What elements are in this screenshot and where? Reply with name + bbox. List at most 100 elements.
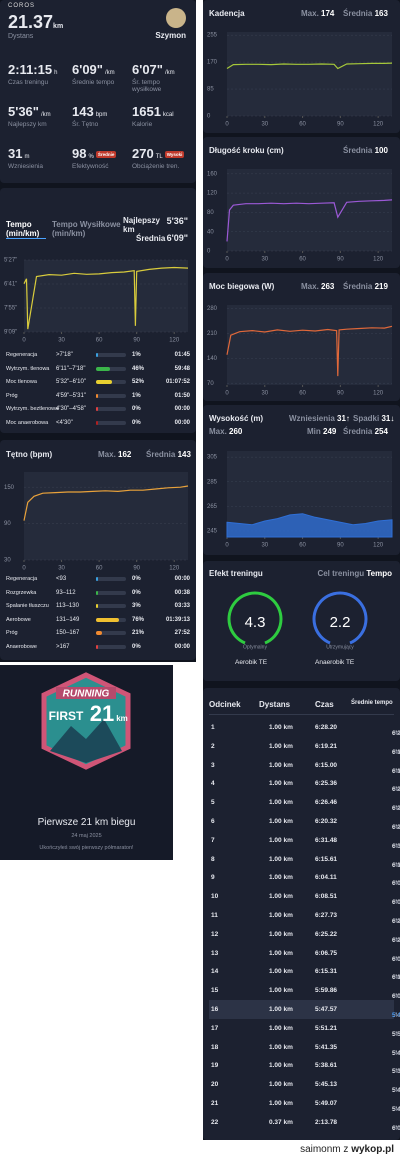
zone-percent: 0% [132, 643, 141, 650]
zone-time: 00:38 [174, 589, 190, 596]
zone-range: <4'30" [56, 419, 73, 426]
split-row: 12 1.00 km 6:25.22 6'25"/km [209, 925, 400, 944]
x-tick-label: 60 [299, 122, 306, 128]
pace-unit: /km [394, 786, 400, 794]
pace-unit: /km [394, 1030, 400, 1038]
footer: saimonm z wykop.pl [0, 1140, 400, 1159]
zone-percent: 76% [132, 616, 145, 623]
x-tick-label: 30 [58, 566, 65, 572]
goal-label: Cel treningu [317, 569, 365, 578]
zone-time: 00:00 [174, 576, 190, 582]
split-row: 17 1.00 km 5:51.21 5'51"/km [209, 1019, 400, 1038]
zone-track [96, 407, 126, 411]
aero-value: 4.3 [245, 614, 266, 631]
stat-label: Wzniesienia [8, 163, 44, 170]
y-tick-label: 40 [207, 229, 214, 235]
zone-bar [96, 644, 98, 649]
zone-row: Moc tlenowa 5'32"–6'10" 52% 01:07:52 [6, 377, 190, 389]
x-tick-label: 120 [169, 338, 180, 344]
x-tick-label: 0 [225, 257, 229, 263]
zone-row: Aerobowe 131–149 76% 01:39:13 [6, 615, 190, 627]
stat-value: 2:11:15 h [8, 62, 57, 77]
y-tick-label: 85 [207, 87, 214, 93]
split-distance: 1.00 km [269, 780, 293, 788]
stat-value: 5'36"/km [8, 104, 51, 119]
anaero-state: Utrzymujący [326, 644, 354, 650]
x-tick-label: 60 [299, 257, 306, 263]
zone-name: Regeneracja [6, 576, 38, 582]
split-row: 15 1.00 km 5:59.86 6'00"/km [209, 981, 400, 1000]
stat-label: Śr. tempo wysiłkowe [132, 79, 162, 93]
split-lap: 13 [211, 949, 219, 957]
pace-unit: /km [394, 993, 400, 1001]
emblem-unit: km [116, 714, 128, 723]
effort-tab[interactable]: Tempo Wysiłkowe (min/km) [52, 220, 121, 238]
zone-row: Anaerobowe >167 0% 00:00 [6, 642, 190, 654]
badge-title: Pierwsze 21 km biegu [37, 817, 136, 828]
y-tick-label: 0 [207, 249, 211, 255]
y-tick-label: 30 [4, 558, 11, 564]
split-distance: 1.00 km [269, 987, 293, 995]
zone-range: 113–130 [56, 603, 79, 609]
pace-unit: /km [394, 955, 400, 963]
avg-label: Średnia [343, 146, 373, 155]
y-tick-label: 150 [4, 485, 15, 491]
zone-name: Aerobowe [6, 616, 31, 623]
split-distance: 1.00 km [269, 893, 293, 901]
y-tick-label: 120 [207, 191, 218, 197]
split-time: 6:08.51 [315, 893, 338, 901]
split-time: 2:13.78 [315, 1118, 338, 1126]
split-time: 5:51.21 [315, 1024, 338, 1032]
split-row: 14 1.00 km 6:15.31 6'15"/km [209, 962, 400, 981]
pace-unit: /km [394, 918, 400, 925]
zone-percent: 0% [132, 589, 141, 596]
x-tick-label: 30 [261, 391, 268, 397]
power-chart: 70 140 210 280 0 30 60 90 120 [207, 305, 393, 397]
x-tick-label: 120 [373, 543, 384, 549]
header-distance: Dystans [259, 700, 291, 709]
split-row: 20 1.00 km 5:45.13 5'45"/km [209, 1075, 400, 1094]
split-lap: 16 [211, 1006, 219, 1013]
stat-unit: /km [104, 70, 115, 76]
split-row: 10 1.00 km 6:08.51 6'09"/km [209, 887, 400, 906]
down-label: Spadki [353, 414, 380, 423]
pace-value: 6'16" [392, 861, 400, 869]
stat-label: Średnie tempo [72, 79, 115, 86]
tempo-tab[interactable]: Tempo (min/km) [6, 220, 46, 239]
x-tick-label: 90 [337, 543, 344, 549]
user-name: Szymon [155, 31, 186, 40]
max-label: Max. [301, 9, 319, 18]
y-tick-label: 80 [207, 210, 214, 216]
stride-chart: 0 40 80 120 160 0 30 60 90 120 [207, 169, 393, 263]
avg-value: 163 [374, 9, 388, 18]
pace-unit: /km [394, 748, 400, 756]
badge-date: 24 maj 2025 [71, 833, 102, 839]
split-time: 6:15.00 [315, 761, 338, 769]
zone-name: Moc tlenowa [6, 379, 37, 385]
y-tick-label: 7'55" [4, 306, 17, 312]
split-time: 6:25.36 [315, 780, 338, 788]
stat-value: 6'07"/km [132, 62, 175, 77]
stat-unit: TL [155, 154, 163, 160]
split-lap: 14 [211, 968, 219, 976]
pace-unit: /km [394, 880, 400, 888]
y-tick-label: 265 [207, 504, 218, 510]
zone-row: Próg 150–167 21% 27:52 [6, 628, 190, 640]
zone-track [96, 590, 126, 595]
pace-unit: /km [394, 1012, 400, 1019]
pace-unit: /km [394, 805, 400, 813]
split-distance: 1.00 km [269, 724, 293, 731]
avg-value: 6'09" [166, 233, 188, 243]
x-tick-label: 60 [96, 566, 103, 572]
x-tick-label: 120 [373, 391, 384, 397]
plot-area [24, 472, 188, 560]
split-distance: 1.00 km [269, 968, 293, 976]
x-tick-label: 0 [225, 122, 229, 128]
elevation-title: Wysokość (m) [209, 414, 264, 423]
pace-value: 6'00" [392, 993, 400, 1001]
x-tick-label: 90 [133, 338, 140, 344]
avg-value: 143 [177, 450, 191, 459]
header-lap: Odcinek [209, 700, 241, 709]
x-tick-label: 120 [169, 566, 180, 572]
y-tick-label: 5'27" [4, 258, 17, 264]
